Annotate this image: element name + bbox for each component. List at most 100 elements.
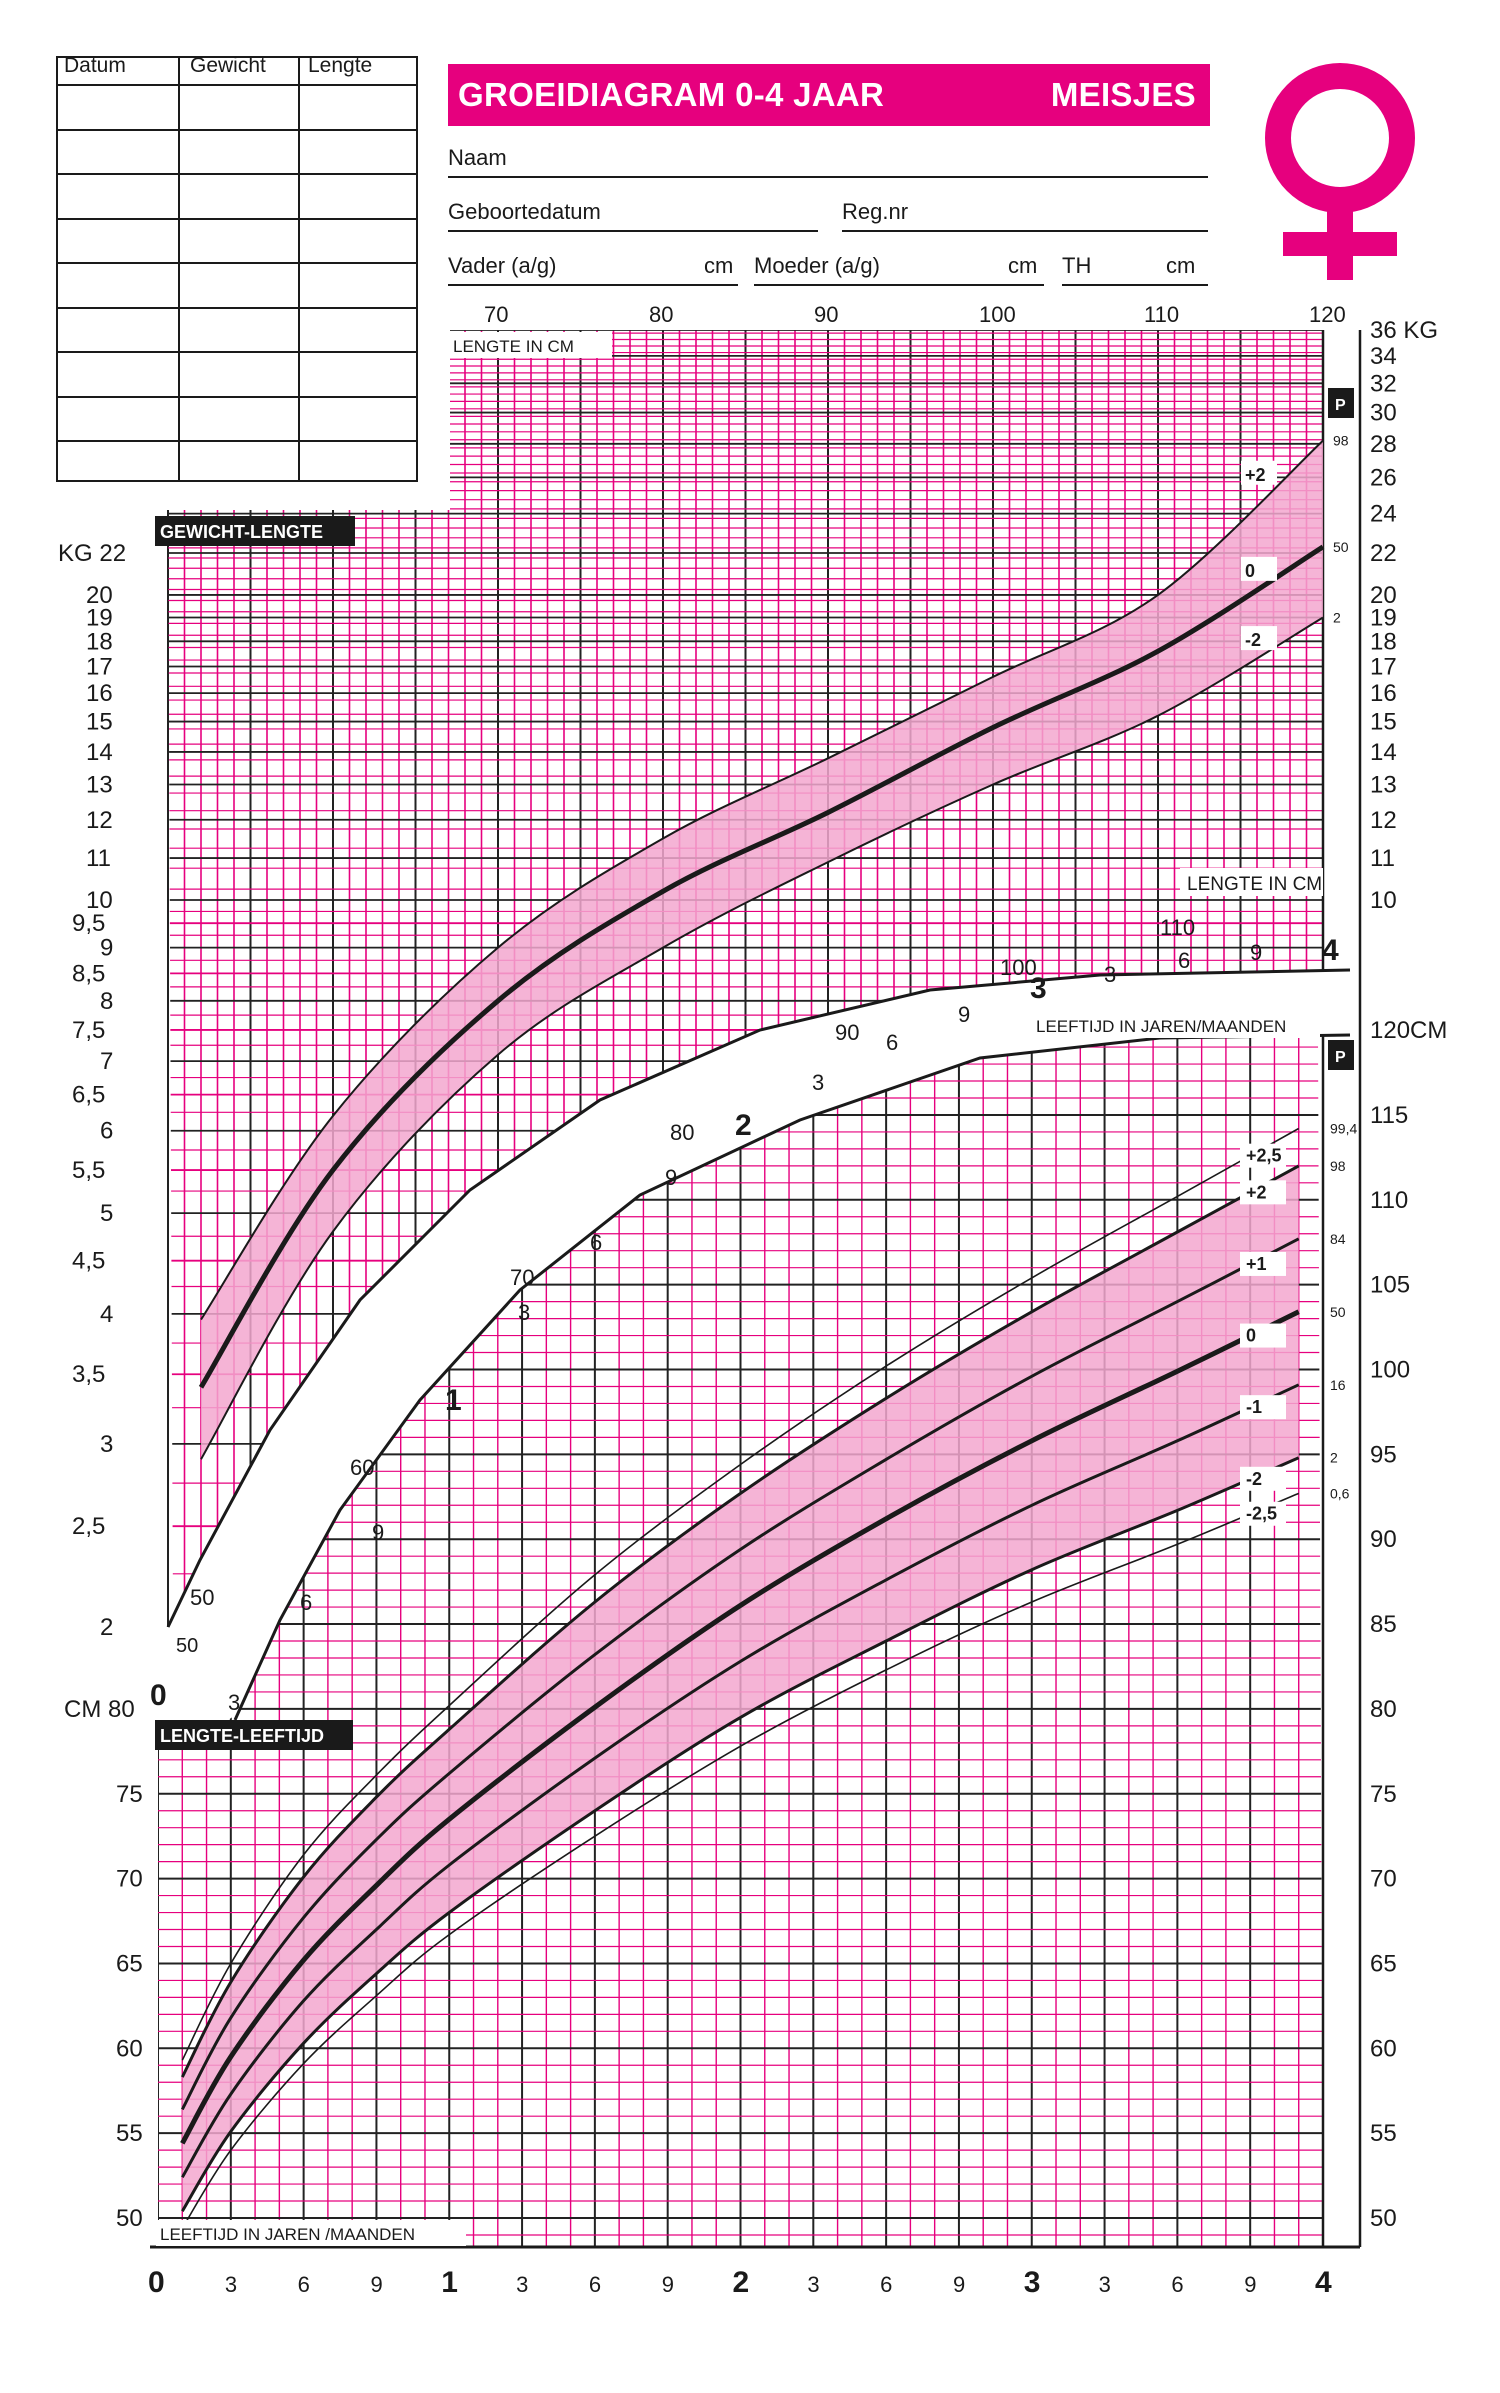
weight-y-tick-left: KG 22	[58, 540, 126, 567]
weight-y-tick-right: 18	[1370, 628, 1397, 655]
length-percentile-label: 2	[1330, 1450, 1338, 1466]
length-axis-title-bg	[450, 332, 612, 358]
length-x-tick: 9	[953, 2272, 965, 2297]
length-curve	[181, 1492, 1300, 2229]
length-x-axis-title-top: LEEFTIJD IN JAREN/MAANDEN	[1036, 1017, 1286, 1036]
percentile-header-box	[1328, 1040, 1354, 1070]
weight-y-tick-left: 14	[86, 739, 113, 766]
length-x-tick: 3	[225, 2272, 237, 2297]
geboortedatum-label: Geboortedatum	[448, 199, 601, 224]
weight-y-tick-left: 5	[100, 1200, 113, 1227]
weight-y-tick-left: 16	[86, 680, 113, 707]
sd-label-bg	[1240, 1501, 1286, 1526]
length-x-tick: 9	[1244, 2272, 1256, 2297]
sd-curves: +298050-22P+2,599,4+298+184050-116-22-2,…	[180, 388, 1357, 2229]
length-y-tick-right: 55	[1370, 2120, 1397, 2147]
weight-y-tick-left: 13	[86, 772, 113, 799]
record-row[interactable]	[58, 128, 416, 131]
record-row[interactable]	[58, 262, 416, 264]
record-row[interactable]	[58, 440, 416, 442]
length-chart-title-box	[155, 1720, 353, 1750]
weight-y-tick-right: 11	[1370, 845, 1395, 872]
arc-age-label: 9	[1250, 940, 1262, 965]
sd-label-bg	[1240, 1143, 1286, 1168]
sex-label: MEISJES	[1050, 76, 1196, 113]
length-x-tick: 4	[1315, 2266, 1332, 2299]
length-y-tick-right: 65	[1370, 1950, 1397, 1977]
length-curve	[181, 1127, 1300, 2061]
moeder-label: Moeder (a/g)	[754, 253, 880, 278]
length-percentile-label: 99,4	[1330, 1121, 1357, 1137]
weight-y-tick-right: 10	[1370, 887, 1397, 914]
arc-length-label: 60	[350, 1455, 374, 1480]
venus-symbol-icon	[1265, 63, 1415, 280]
weight-y-tick-right: 34	[1370, 343, 1397, 370]
moeder-field[interactable]	[754, 284, 1044, 286]
age-axis-title-bg	[156, 2220, 466, 2246]
weight-y-tick-left: 3	[100, 1431, 113, 1458]
length-percentile-label: 50	[1330, 1304, 1346, 1320]
arc-upper-edge	[166, 968, 1351, 1628]
arc-strip	[168, 970, 1350, 1720]
record-header-lengte: Lengte	[308, 54, 373, 77]
naam-field[interactable]	[448, 176, 1208, 178]
weight-y-tick-left: 6	[100, 1118, 113, 1145]
weight-band	[201, 440, 1323, 1460]
geboortedatum-field[interactable]	[448, 230, 818, 232]
length-x-tick: 3	[807, 2272, 819, 2297]
weight-x-axis-title: LENGTE IN CM	[1187, 874, 1322, 895]
arc-age-label: 3	[228, 1690, 240, 1715]
weight-y-tick-right: 36 KG	[1370, 317, 1438, 344]
length-curve	[181, 1383, 1300, 2179]
weight-curve--2	[200, 616, 1324, 1460]
length-y-tick-right: 120CM	[1370, 1017, 1447, 1044]
percentile-header: P	[1335, 397, 1346, 414]
th-field[interactable]	[1062, 284, 1208, 286]
length-x-tick: 3	[1099, 2272, 1111, 2297]
weight-y-tick-left: 11	[86, 845, 111, 872]
th-label: TH	[1062, 253, 1092, 278]
record-row[interactable]	[58, 351, 416, 353]
record-row[interactable]	[58, 173, 416, 175]
length-curve	[180, 1237, 1300, 2111]
record-row[interactable]	[58, 306, 416, 309]
length-sd-label: +2,5	[1246, 1146, 1282, 1166]
arc-length-label: 100	[1000, 955, 1037, 980]
weight-y-tick-left: 6,5	[72, 1082, 105, 1109]
arc-length-label: 110	[1160, 915, 1195, 940]
length-percentile-label: 84	[1330, 1231, 1346, 1247]
weight-y-tick-right: 20	[1370, 582, 1397, 609]
length-x-tick: 6	[589, 2272, 601, 2297]
sd-label-bg	[1241, 556, 1277, 581]
arc-age-label: 3	[518, 1300, 530, 1325]
sd-label-bg	[1240, 1180, 1286, 1205]
record-row[interactable]	[58, 84, 416, 86]
age-length-arc-scale: 50 60 70 80 90 100 110 0 3 6 9 1 3 6 9 2 3 6 9 3 3 6 9 4	[150, 915, 1351, 1721]
weight-y-tick-left: 8	[100, 988, 113, 1015]
weight-y-tick-right: 13	[1370, 772, 1397, 799]
weight-sd-label: -2	[1245, 630, 1261, 650]
length-y-tick-left: 70	[116, 1866, 143, 1893]
weight-x-axis-title-top: LENGTE IN CM	[453, 337, 574, 356]
arc-age-label: 6	[300, 1590, 312, 1615]
weight-percentile-label: 50	[1333, 539, 1349, 555]
length-x-tick: 6	[1171, 2272, 1183, 2297]
weight-y-tick-left: 7,5	[72, 1017, 105, 1044]
regnr-field[interactable]	[842, 230, 1208, 232]
weight-y-tick-left: 4,5	[72, 1248, 105, 1275]
weight-x-tick: 70	[484, 302, 508, 327]
record-row[interactable]	[58, 217, 416, 220]
arc-age-label: 0	[150, 1679, 167, 1712]
arc-age-label: 3	[1030, 972, 1047, 1005]
length-x-tick: 9	[370, 2272, 382, 2297]
weight-y-tick-right: 17	[1370, 653, 1397, 680]
length-x-tick: 3	[516, 2272, 528, 2297]
weight-x-tick: 80	[649, 302, 673, 327]
weight-y-tick-right: 26	[1370, 464, 1397, 491]
arc-lower-edge	[233, 1033, 1351, 1721]
vader-field[interactable]	[448, 284, 738, 286]
length-y-tick-right: 75	[1370, 1781, 1397, 1808]
weight-y-tick-left: 2	[100, 1614, 113, 1641]
record-row[interactable]	[58, 395, 416, 398]
